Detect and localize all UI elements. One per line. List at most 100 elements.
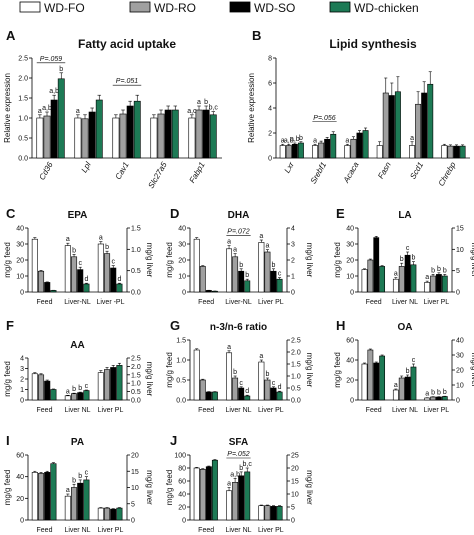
y2-tick-label: 5: [456, 268, 460, 275]
legend-label: WD-SO: [254, 1, 295, 15]
bar: [264, 379, 271, 401]
significance-letter: d: [245, 388, 249, 395]
significance-letter: a,b: [230, 471, 240, 478]
y2-tick-label: 0: [131, 518, 135, 525]
y-tick-label: 6: [268, 81, 272, 88]
significance-letter: a: [425, 391, 429, 398]
bar: [193, 238, 200, 293]
x-tick-label: Liver NL: [225, 407, 251, 414]
y2-tick-label: 1.0: [131, 247, 141, 254]
bar: [44, 380, 51, 401]
x-tick-label: Acaca: [341, 160, 361, 185]
panel-title: LA: [398, 210, 411, 221]
bar: [81, 118, 89, 159]
significance-letter: a,b: [284, 137, 294, 144]
bar: [71, 393, 78, 401]
y2-tick-label: 1.5: [131, 226, 141, 233]
bar: [244, 471, 251, 521]
bar: [238, 387, 245, 401]
bar: [379, 355, 386, 401]
y2-tick-label: 15: [291, 479, 299, 486]
y-tick-label: 2.0: [18, 76, 28, 83]
significance-letter: b: [265, 371, 269, 378]
y-tick-label: 0: [268, 156, 272, 163]
y2-tick-label: 3: [291, 242, 295, 249]
bar: [104, 507, 111, 521]
bar: [436, 274, 442, 293]
significance-letter: b: [431, 267, 435, 274]
bar: [44, 282, 51, 293]
y2-axis-label: mg/g liver: [305, 243, 314, 278]
y2-tick-label: 0: [456, 398, 460, 405]
y2-axis-label: mg/g liver: [470, 243, 474, 278]
y-tick-label: 30: [16, 242, 24, 249]
significance-letter: b: [59, 66, 63, 73]
bar: [344, 145, 351, 159]
bar: [44, 472, 51, 521]
bar: [424, 397, 431, 401]
panel-title: n-3/n-6 ratio: [210, 322, 267, 333]
x-tick-label: Liver NL: [225, 527, 251, 534]
bar: [398, 266, 405, 293]
y2-tick-label: 10: [291, 492, 299, 499]
bar: [367, 259, 374, 293]
x-tick-label: Liver PL: [98, 527, 124, 534]
bar: [31, 238, 38, 293]
significance-letter: c: [278, 271, 282, 278]
y-tick-label: 1.0: [18, 116, 28, 123]
panel-letter: H: [336, 318, 345, 333]
significance-letter: d: [84, 276, 88, 283]
bar: [77, 392, 84, 401]
bar: [150, 117, 158, 159]
significance-letter: b: [400, 256, 404, 263]
y-tick-label: 4: [20, 356, 24, 363]
bar: [312, 145, 319, 159]
bar: [88, 111, 96, 159]
x-tick-label: Feed: [366, 299, 382, 306]
significance-letter: a: [410, 135, 414, 142]
x-tick-label: Srebf1: [309, 161, 329, 186]
bar: [71, 487, 78, 521]
x-tick-label: Feed: [198, 407, 214, 414]
significance-letter: c: [78, 260, 82, 267]
bar: [95, 99, 103, 159]
x-tick-label: Lpl: [80, 160, 93, 174]
bar: [270, 387, 277, 401]
significance-letter: b: [443, 267, 447, 274]
bar: [258, 242, 265, 293]
significance-letter: b: [437, 266, 441, 273]
bar: [258, 361, 265, 401]
x-tick-label: Liver PL: [258, 299, 284, 306]
panel-title: Fatty acid uptake: [78, 37, 176, 51]
significance-letter: c: [111, 259, 115, 266]
x-tick-label: Feed: [37, 407, 53, 414]
significance-letter: a: [66, 236, 70, 243]
y2-tick-label: 0.5: [291, 386, 301, 393]
y2-tick-label: 2.0: [291, 350, 301, 357]
y2-tick-label: 15: [131, 469, 139, 476]
y-axis-label: mg/g feed: [333, 242, 342, 278]
y-tick-label: 60: [16, 453, 24, 460]
y-tick-label: 40: [16, 226, 24, 233]
annotation-text: P=.051: [116, 78, 138, 85]
significance-letter: b: [105, 244, 109, 251]
y-tick-label: 1.5: [18, 96, 28, 103]
bar: [97, 243, 104, 293]
bar: [205, 290, 212, 293]
significance-letter: a,c: [187, 108, 197, 115]
annotation-text: P=.056: [313, 115, 335, 122]
y2-axis-label: mg/g liver: [305, 470, 314, 505]
panel-j: J SFA 0 20 40 60 80 100 mg/g feed 0 5 10 15 20 25 mg/g …: [165, 433, 314, 534]
y-tick-label: 10: [16, 274, 24, 281]
x-tick-label: Feed: [198, 299, 214, 306]
bar: [36, 117, 44, 159]
x-tick-label: Chrebp: [437, 160, 458, 188]
panel-letter: D: [170, 206, 179, 221]
x-tick-label: Liver-NL: [225, 299, 252, 306]
bar: [350, 138, 357, 159]
y-tick-label: 60: [346, 338, 354, 345]
x-tick-label: Feed: [366, 407, 382, 414]
bar: [97, 372, 104, 401]
legend-item: WD-RO: [129, 1, 196, 15]
bar: [410, 366, 417, 401]
